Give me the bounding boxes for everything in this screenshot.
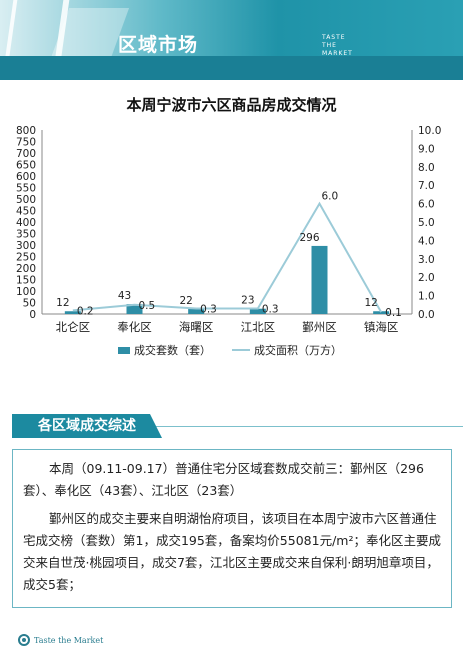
y-left-tick-label: 250	[16, 252, 36, 264]
y-left-tick-label: 300	[16, 240, 36, 252]
tagline-line: MARKET	[322, 50, 353, 57]
y-right-tick-label: 10.0	[418, 125, 441, 137]
line-value-label: 0.3	[200, 303, 217, 315]
y-left-tick-label: 550	[16, 183, 36, 195]
bar-value-label: 43	[118, 290, 131, 302]
y-right-tick-label: 6.0	[418, 199, 435, 211]
bar-北仑区	[64, 311, 81, 314]
y-right-tick-label: 3.0	[418, 254, 435, 266]
y-left-tick-label: 500	[16, 194, 36, 206]
x-tick-label: 海曙区	[179, 320, 214, 334]
bar-value-label: 22	[179, 295, 192, 307]
summary-paragraph: 鄞州区的成交主要来自明湖怡府项目，该项目在本周宁波市六区普通住宅成交榜（套数）第…	[23, 511, 441, 592]
bar-value-label: 12	[364, 297, 377, 309]
legend-bar-swatch	[118, 347, 130, 354]
bar-value-label: 23	[241, 295, 254, 307]
section-heading: 各区域成交综述	[12, 414, 162, 438]
summary-box: 本周（09.11-09.17）普通住宅分区域套数成交前三：鄞州区（296套）、奉…	[12, 449, 452, 608]
legend-line-label: 成交面积（万方）	[254, 343, 342, 357]
line-value-label: 0.2	[77, 305, 94, 317]
section-divider	[12, 426, 463, 427]
y-right-tick-label: 1.0	[418, 291, 435, 303]
header-banner: 区域市场 TASTE THE MARKET	[0, 0, 463, 80]
y-left-tick-label: 350	[16, 229, 36, 241]
y-left-tick-label: 600	[16, 171, 36, 183]
line-value-label: 0.1	[385, 307, 402, 319]
y-left-tick-label: 100	[16, 286, 36, 298]
line-value-label: 0.5	[139, 300, 156, 312]
y-left-tick-label: 800	[16, 125, 36, 137]
y-left-tick-label: 50	[23, 298, 36, 310]
y-left-tick-label: 400	[16, 217, 36, 229]
line-value-label: 0.3	[262, 303, 279, 315]
y-right-tick-label: 4.0	[418, 235, 435, 247]
y-left-tick-label: 650	[16, 160, 36, 172]
y-right-tick-label: 0.0	[418, 309, 435, 321]
y-left-tick-label: 0	[29, 309, 36, 321]
bar-奉化区	[126, 304, 143, 314]
line-value-label: 6.0	[322, 191, 339, 203]
summary-paragraph: 本周（09.11-09.17）普通住宅分区域套数成交前三：鄞州区（296套）、奉…	[23, 461, 424, 498]
tagline-line: TASTE	[322, 34, 346, 41]
area-series-line	[72, 201, 383, 313]
tagline-line: THE	[322, 42, 337, 49]
chart-title: 本周宁波市六区商品房成交情况	[126, 96, 337, 114]
x-tick-label: 江北区	[241, 320, 276, 334]
bar-鄞州区	[311, 245, 328, 314]
y-right-tick-label: 8.0	[418, 162, 435, 174]
x-tick-label: 奉化区	[117, 320, 152, 334]
banner-bar	[0, 56, 463, 80]
bar-value-label: 296	[299, 232, 319, 244]
bar-镇海区	[373, 311, 390, 314]
bar-江北区	[249, 308, 266, 314]
banner-tagline: TASTE THE MARKET	[322, 34, 402, 58]
y-left-tick-label: 750	[16, 137, 36, 149]
y-right-tick-label: 5.0	[418, 217, 435, 229]
x-tick-label: 北仑区	[56, 320, 91, 334]
page-title: 区域市场	[118, 34, 199, 56]
y-left-tick-label: 700	[16, 148, 36, 160]
y-left-tick-label: 450	[16, 206, 36, 218]
y-left-tick-label: 200	[16, 263, 36, 275]
bar-海曙区	[188, 308, 205, 314]
footer-brand-text: Taste the Market	[34, 635, 104, 645]
y-right-tick-label: 7.0	[418, 180, 435, 192]
footer-brand: Taste the Market	[18, 634, 103, 646]
y-right-tick-label: 2.0	[418, 272, 435, 284]
brand-logo-icon	[18, 634, 30, 646]
legend-bar-label: 成交套数（套）	[134, 343, 211, 357]
transactions-chart: 0501001502002503003504004505005506006507…	[16, 125, 441, 357]
y-left-tick-label: 150	[16, 275, 36, 287]
bar-value-label: 12	[56, 297, 69, 309]
x-tick-label: 镇海区	[364, 320, 399, 334]
x-tick-label: 鄞州区	[302, 320, 337, 334]
y-right-tick-label: 9.0	[418, 143, 435, 155]
